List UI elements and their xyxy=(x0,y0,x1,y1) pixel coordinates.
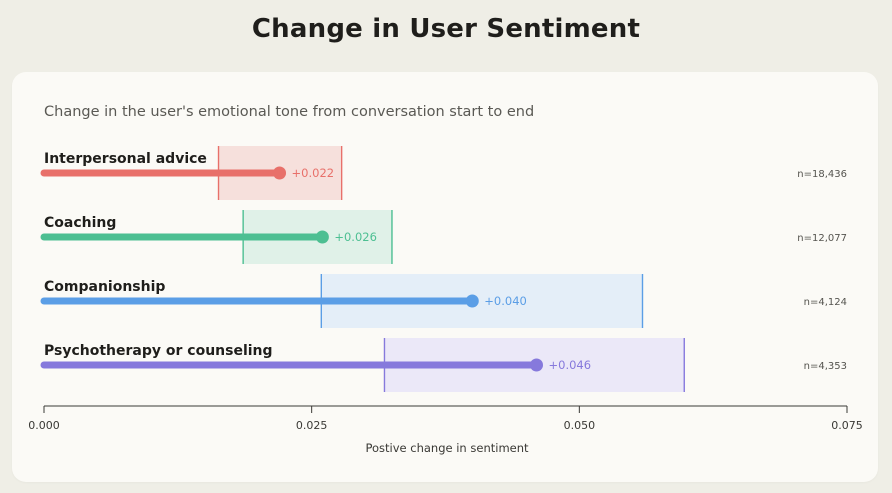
value-label: +0.046 xyxy=(549,358,592,372)
value-label: +0.022 xyxy=(292,166,335,180)
chart-row: Psychotherapy or counseling +0.046 n=4,353 xyxy=(40,338,847,392)
value-dot xyxy=(465,294,479,308)
x-tick-label: 0.000 xyxy=(28,419,60,432)
value-dot xyxy=(315,230,329,244)
n-label: n=18,436 xyxy=(797,169,847,180)
n-label: n=4,353 xyxy=(804,361,847,372)
value-dot xyxy=(530,358,544,372)
n-label: n=4,124 xyxy=(804,297,847,308)
n-label: n=12,077 xyxy=(797,233,847,244)
x-axis-label: Postive change in sentiment xyxy=(365,441,529,455)
category-label: Coaching xyxy=(44,215,116,231)
category-label: Companionship xyxy=(44,279,165,295)
x-axis: 0.000 0.025 0.050 0.075 xyxy=(28,405,863,432)
category-label: Psychotherapy or counseling xyxy=(44,343,273,359)
x-tick-label: 0.075 xyxy=(831,419,863,432)
chart-row: Companionship +0.040 n=4,124 xyxy=(40,274,847,328)
x-tick-label: 0.025 xyxy=(296,419,328,432)
x-tick-label: 0.050 xyxy=(564,419,596,432)
chart-row: Interpersonal advice +0.022 n=18,436 xyxy=(40,146,847,200)
chart-row: Coaching +0.026 n=12,077 xyxy=(40,210,847,264)
category-label: Interpersonal advice xyxy=(44,151,207,167)
chart-subtitle: Change in the user's emotional tone from… xyxy=(44,104,534,120)
value-label: +0.026 xyxy=(334,230,377,244)
value-dot xyxy=(273,166,287,180)
value-label: +0.040 xyxy=(484,294,527,308)
page-title: Change in User Sentiment xyxy=(251,14,641,44)
chart-rows: Interpersonal advice +0.022 n=18,436 Coachi… xyxy=(40,146,847,392)
chart-card: Change in the user's emotional tone from… xyxy=(12,72,878,482)
sentiment-chart: Change in the user's emotional tone from… xyxy=(28,104,863,455)
